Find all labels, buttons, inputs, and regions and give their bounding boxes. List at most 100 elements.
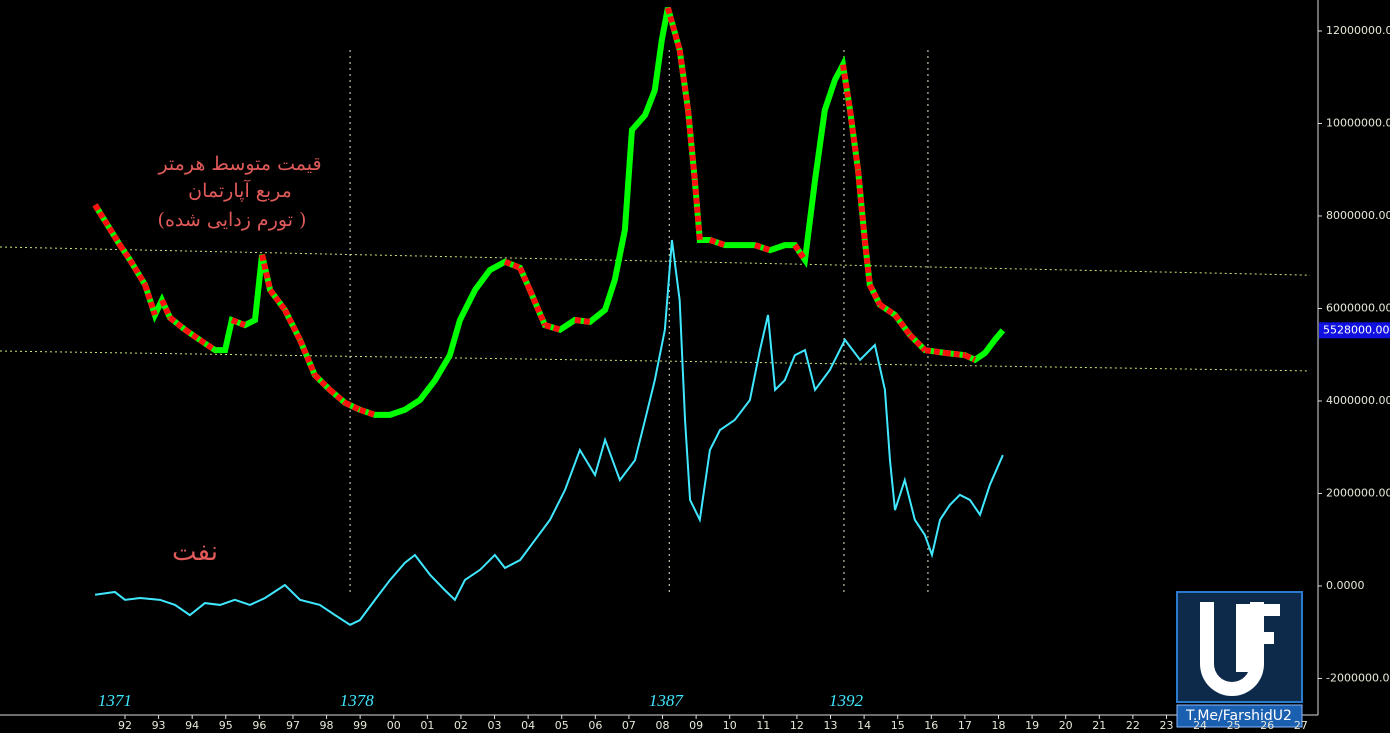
x-tick-label: 03 [488, 719, 502, 732]
falling-segment [142, 283, 158, 316]
trend-line [0, 246, 1310, 276]
falling-segment [907, 332, 928, 353]
logo: T.Me/FarshidU2 [1176, 591, 1303, 728]
x-tick-label: 93 [152, 719, 166, 732]
x-tick-label: 17 [958, 719, 972, 732]
falling-segment [127, 258, 148, 287]
x-tick-label: 20 [1059, 719, 1073, 732]
annotation: قیمت متوسط هرمتر [157, 153, 321, 175]
falling-segment [878, 302, 897, 318]
era-label: 1378 [340, 691, 375, 710]
falling-segment [861, 239, 873, 286]
x-tick-label: 15 [891, 719, 905, 732]
falling-segment [358, 406, 376, 418]
falling-segment [159, 298, 173, 319]
falling-segment [574, 317, 591, 325]
falling-segment [503, 258, 522, 271]
x-tick-label: 00 [387, 719, 401, 732]
falling-segment [867, 283, 883, 307]
x-tick-label: 21 [1092, 719, 1106, 732]
falling-segment [168, 315, 187, 333]
x-tick-label: 99 [353, 719, 367, 732]
y-tick-label: 6000000.00 [1326, 301, 1390, 314]
x-tick-label: 96 [252, 719, 266, 732]
x-tick-label: 24 [1193, 719, 1207, 732]
annotation: نفت [172, 537, 218, 567]
series-line [94, 239, 1004, 626]
x-tick-label: 23 [1159, 719, 1173, 732]
x-tick-label: 14 [857, 719, 871, 732]
x-tick-label: 98 [320, 719, 334, 732]
x-tick-label: 05 [555, 719, 569, 732]
x-tick-label: 19 [1025, 719, 1039, 732]
y-tick-label: 12000000.00 [1326, 24, 1390, 37]
marks-layer [92, 7, 1006, 626]
falling-segment [527, 288, 548, 327]
falling-segment [792, 243, 808, 262]
x-tick-label: 07 [622, 719, 636, 732]
falling-segment [963, 352, 977, 363]
falling-segment [708, 237, 726, 248]
x-tick-label: 12 [790, 719, 804, 732]
last-value-box [1319, 322, 1390, 339]
era-label: 1387 [649, 691, 685, 710]
falling-segment [230, 317, 247, 328]
falling-segment [855, 169, 868, 241]
falling-segment [183, 327, 202, 343]
x-tick-label: 09 [689, 719, 703, 732]
y-tick-label: 10000000.00 [1326, 116, 1390, 129]
falling-segment [198, 337, 217, 353]
x-tick-label: 22 [1126, 719, 1140, 732]
falling-segment [676, 49, 692, 111]
x-tick-label: 92 [118, 719, 132, 732]
falling-segment [924, 347, 946, 356]
falling-segment [259, 254, 274, 291]
x-tick-label: 10 [723, 719, 737, 732]
x-tick-label: 97 [286, 719, 300, 732]
falling-segment [685, 109, 698, 181]
watermark-box [1176, 704, 1303, 728]
x-tick-label: 01 [420, 719, 434, 732]
falling-segment [327, 387, 347, 406]
annotation: مربع آپارتمان [188, 179, 292, 202]
trend-line [0, 350, 1310, 372]
falling-segment [117, 243, 133, 262]
x-tick-label: 25 [1227, 719, 1241, 732]
x-tick-label: 04 [521, 719, 535, 732]
falling-segment [297, 338, 318, 377]
falling-segment [839, 64, 853, 111]
falling-segment [343, 400, 362, 413]
watermark: T.Me/FarshidU2 [1185, 708, 1292, 724]
logo-u [1200, 602, 1264, 696]
x-tick-label: 13 [824, 719, 838, 732]
x-tick-label: 27 [1294, 719, 1308, 732]
falling-segment [312, 372, 333, 393]
falling-segment [267, 288, 288, 312]
falling-segment [665, 7, 683, 51]
x-tick-label: 26 [1260, 719, 1274, 732]
falling-segment [892, 313, 913, 337]
y-tick-label: -2000000.00 [1326, 671, 1390, 684]
x-tick-label: 11 [756, 719, 770, 732]
falling-segment [691, 179, 703, 241]
falling-segment [92, 203, 123, 247]
falling-segment [847, 109, 862, 171]
x-tick-label: 06 [588, 719, 602, 732]
x-tick-label: 02 [454, 719, 468, 732]
x-tick-label: 08 [656, 719, 670, 732]
era-label: 1371 [98, 691, 132, 710]
y-tick-label: 0.0000 [1326, 579, 1365, 592]
falling-segment [517, 266, 533, 292]
era-label: 1392 [829, 691, 864, 710]
x-tick-label: 95 [219, 719, 233, 732]
y-tick-label: 4000000.00 [1326, 394, 1390, 407]
falling-segment [944, 349, 966, 359]
falling-segment [544, 322, 561, 333]
logo-f [1236, 604, 1280, 672]
x-tick-label: 16 [924, 719, 938, 732]
falling-segment [753, 242, 771, 254]
falling-segment [282, 308, 303, 342]
last-value-label: 5528000.00 [1323, 323, 1389, 336]
